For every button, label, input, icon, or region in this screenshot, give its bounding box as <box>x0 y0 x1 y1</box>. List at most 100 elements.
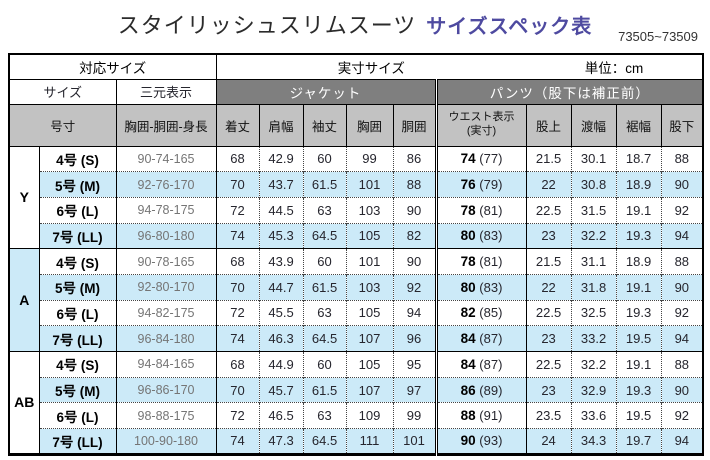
pants-value-cell: 92 <box>660 299 704 326</box>
jacket-value-cell: 101 <box>345 248 394 275</box>
waist-cell: 74 (77) <box>434 145 527 172</box>
table-row: A 4号 (S) 90-78-165 68 43.9 60 101 90 78 (81) 21.5… <box>9 248 704 352</box>
jacket-value-cell: 63 <box>302 299 347 326</box>
jacket-value-cell: 86 <box>392 145 437 172</box>
pants-value-cell: 19.1 <box>615 196 662 224</box>
three-dim-cell: 100-90-180 <box>115 428 217 455</box>
jacket-value-cell: 44.5 <box>258 196 304 224</box>
three-dim-cell: 94-82-175 <box>115 299 217 326</box>
table-row: 7号 (LL) 100-90-180 74 47.3 64.5 111 101 90 (93)… <box>9 428 704 455</box>
waist-cell: 78 (81) <box>434 196 527 224</box>
size-cell: 7号 (LL) <box>38 325 116 352</box>
jacket-value-cell: 68 <box>215 351 260 378</box>
pants-value-cell: 23 <box>525 376 572 403</box>
pants-value-cell: 19.3 <box>615 222 662 249</box>
jacket-value-cell: 42.9 <box>258 145 304 172</box>
pants-value-cell: 90 <box>660 171 704 198</box>
jacket-value-cell: 64.5 <box>302 325 347 352</box>
jacket-value-cell: 97 <box>392 376 437 403</box>
pants-value-cell: 19.1 <box>615 351 662 378</box>
three-dim-header: 三元表示 <box>115 78 217 105</box>
pants-value-cell: 19.5 <box>615 325 662 352</box>
three-dim-cell: 92-76-170 <box>115 171 217 198</box>
pants-value-cell: 19.1 <box>615 273 662 301</box>
pants-value-cell: 88 <box>660 248 704 275</box>
three-dim-cell: 98-88-175 <box>115 402 217 429</box>
jacket-value-cell: 88 <box>392 171 437 198</box>
pants-value-cell: 21.5 <box>525 248 572 275</box>
jacket-value-cell: 70 <box>215 171 260 198</box>
table-row: 6号 (L) 94-82-175 72 45.5 63 105 94 82 (85) 22.5 3… <box>9 299 704 326</box>
jacket-value-cell: 47.3 <box>258 428 304 455</box>
waist-cell: 84 (87) <box>434 351 527 378</box>
goson-header: 号寸 <box>8 103 117 147</box>
jacket-header: ジャケット <box>215 78 437 105</box>
pants-value-cell: 88 <box>660 351 704 378</box>
size-cell: 6号 (L) <box>38 299 116 326</box>
jacket-value-cell: 60 <box>302 145 347 172</box>
pants-value-cell: 19.3 <box>615 376 662 403</box>
jacket-value-cell: 43.9 <box>258 248 304 275</box>
jacket-value-cell: 111 <box>345 428 394 455</box>
waist-cell: 80 (83) <box>434 273 527 301</box>
pants-value-cell: 19.7 <box>615 428 662 455</box>
size-cell: 6号 (L) <box>38 196 116 224</box>
table-row: 6号 (L) 94-78-175 72 44.5 63 103 90 78 (81) 22.5 3… <box>9 196 704 224</box>
waist-cell: 78 (81) <box>434 248 527 275</box>
jacket-value-cell: 43.7 <box>258 171 304 198</box>
jacket-value-cell: 46.5 <box>258 402 304 429</box>
jacket-value-cell: 90 <box>392 196 437 224</box>
three-dim-cell: 96-80-180 <box>115 222 217 249</box>
jacket-value-cell: 64.5 <box>302 428 347 455</box>
table-body: Y 4号 (S) 90-74-165 68 42.9 60 99 86 74 (77) 21.5 3… <box>9 145 704 455</box>
jacket-value-cell: 61.5 <box>302 376 347 403</box>
waist-cell: 90 (93) <box>434 428 527 455</box>
pants-value-cell: 32.2 <box>570 351 617 378</box>
pants-value-cell: 94 <box>660 428 704 455</box>
pants-value-cell: 92 <box>660 402 704 429</box>
size-group-label: A <box>9 248 39 352</box>
pants-value-cell: 30.1 <box>570 145 617 172</box>
jacket-value-cell: 46.3 <box>258 325 304 352</box>
waist-header-line1: ウエスト表示 <box>448 111 515 124</box>
pants-value-cell: 19.3 <box>615 299 662 326</box>
jacket-value-cell: 74 <box>215 428 260 455</box>
pants-col-header: 渡幅 <box>570 103 617 147</box>
jacket-col-header: 袖丈 <box>302 103 347 147</box>
jacket-col-header: 胴囲 <box>392 103 437 147</box>
pants-value-cell: 31.5 <box>570 196 617 224</box>
three-dim-cell: 96-84-180 <box>115 325 217 352</box>
waist-cell: 84 (87) <box>434 325 527 352</box>
jacket-value-cell: 70 <box>215 376 260 403</box>
size-cell: 5号 (M) <box>38 273 116 301</box>
jacket-value-cell: 70 <box>215 273 260 301</box>
pants-value-cell: 94 <box>660 325 704 352</box>
pants-value-cell: 22.5 <box>525 351 572 378</box>
pants-value-cell: 19.5 <box>615 402 662 429</box>
product-code: 73505~73509 <box>618 29 698 44</box>
size-cell: 7号 (LL) <box>38 222 116 249</box>
size-cell: 4号 (S) <box>38 145 116 172</box>
jacket-value-cell: 103 <box>345 196 394 224</box>
jacket-value-cell: 94 <box>392 299 437 326</box>
pants-value-cell: 31.8 <box>570 273 617 301</box>
pants-value-cell: 32.5 <box>570 299 617 326</box>
jacket-value-cell: 82 <box>392 222 437 249</box>
jacket-value-cell: 74 <box>215 325 260 352</box>
size-spec-table: 対応サイズ 実寸サイズ 単位：cm サイズ 三元表示 ジャケット パンツ（股下は… <box>8 53 705 456</box>
pants-value-cell: 18.9 <box>615 248 662 275</box>
pants-value-cell: 22 <box>525 273 572 301</box>
pants-value-cell: 32.9 <box>570 376 617 403</box>
jacket-value-cell: 99 <box>345 145 394 172</box>
waist-cell: 88 (91) <box>434 402 527 429</box>
jacket-value-cell: 101 <box>345 171 394 198</box>
jacket-value-cell: 63 <box>302 196 347 224</box>
size-group-label: AB <box>9 351 39 455</box>
pants-value-cell: 23 <box>525 325 572 352</box>
waist-cell: 86 (89) <box>434 376 527 403</box>
pants-value-cell: 30.8 <box>570 171 617 198</box>
jacket-value-cell: 96 <box>392 325 437 352</box>
jacket-value-cell: 44.9 <box>258 351 304 378</box>
pants-value-cell: 33.6 <box>570 402 617 429</box>
pants-col-header: 股下 <box>660 103 704 147</box>
